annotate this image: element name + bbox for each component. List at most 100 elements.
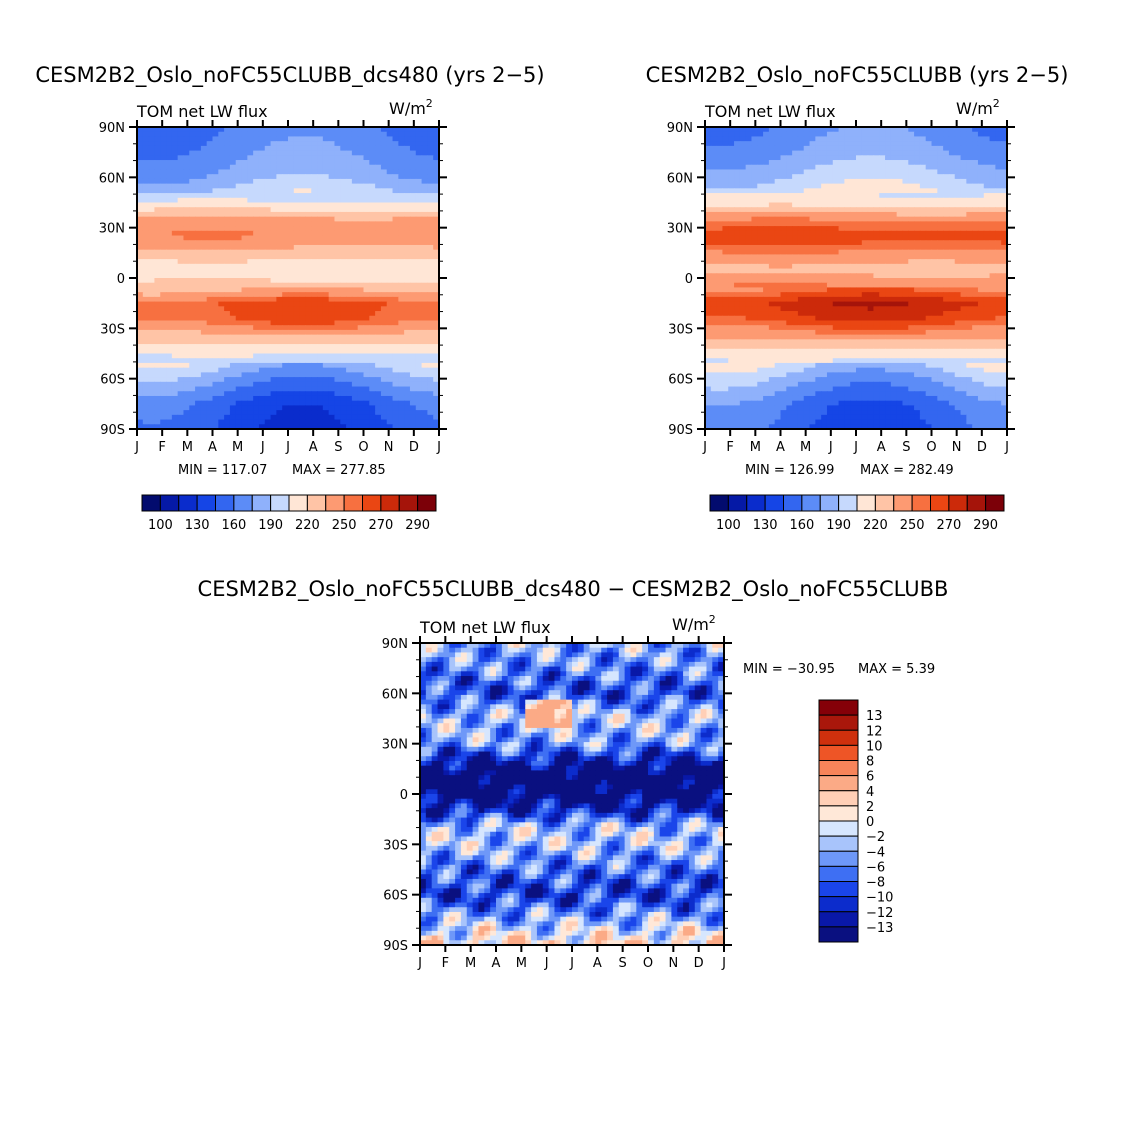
contour-cell <box>1001 197 1008 204</box>
contour-cell <box>229 178 237 185</box>
contour-cell <box>282 296 289 303</box>
contour-cell <box>200 344 208 350</box>
contour-cell <box>177 183 185 189</box>
contour-cell <box>838 230 845 237</box>
contour-cell <box>861 131 869 138</box>
contour-cell <box>792 145 799 152</box>
contour-cell <box>404 202 411 208</box>
contour-cell <box>716 259 724 265</box>
colorbar-label: 160 <box>221 518 246 533</box>
contour-cell <box>386 395 394 402</box>
contour-cell <box>247 287 254 293</box>
contour-cell <box>745 174 753 180</box>
contour-cell <box>914 150 921 156</box>
contour-cell <box>739 211 747 218</box>
contour-cell <box>357 202 365 208</box>
contour-cell <box>142 254 150 260</box>
contour-cell <box>328 197 336 204</box>
contour-cell <box>925 145 933 152</box>
contour-cell <box>288 169 295 175</box>
contour-cell <box>299 249 307 256</box>
contour-cell <box>299 405 307 411</box>
contour-cell <box>392 193 399 199</box>
contour-cell <box>768 136 776 142</box>
contour-cell <box>224 296 231 303</box>
contour-cell <box>768 155 776 161</box>
contour-cell <box>890 145 898 152</box>
contour-cell <box>177 282 185 289</box>
contour-cell <box>821 263 828 270</box>
contour-cell <box>919 216 927 222</box>
contour-cell <box>177 410 185 416</box>
contour-cell <box>148 339 156 345</box>
contour-cell <box>357 145 365 152</box>
contour-cell <box>398 150 405 156</box>
contour-cell <box>183 301 190 307</box>
contour-cell <box>357 268 365 274</box>
contour-cell <box>931 127 938 133</box>
contour-cell <box>160 391 167 397</box>
contour-cell <box>734 259 741 265</box>
contour-cell <box>258 367 266 373</box>
contour-cell <box>398 169 405 175</box>
contour-cell <box>966 169 973 175</box>
contour-cell <box>137 405 144 411</box>
contour-cell <box>844 211 851 218</box>
contour-cell <box>902 164 909 171</box>
contour-cell <box>276 249 283 256</box>
contour-cell <box>270 301 277 307</box>
contour-cell <box>137 249 144 256</box>
contour-cell <box>328 249 336 256</box>
contour-cell <box>392 419 399 425</box>
contour-cell <box>264 296 272 303</box>
contour-cell <box>200 188 208 194</box>
contour-cell <box>212 240 219 246</box>
contour-cell <box>369 169 376 175</box>
contour-cell <box>398 254 405 260</box>
contour-cell <box>317 263 324 270</box>
contour-cell <box>351 381 359 388</box>
contour-cell <box>206 386 214 392</box>
contour-cell <box>276 344 283 350</box>
contour-cell <box>937 244 944 251</box>
contour-cell <box>780 183 787 189</box>
contour-cell <box>142 230 150 237</box>
contour-cell <box>768 244 776 251</box>
contour-cell <box>716 183 724 189</box>
contour-cell <box>763 263 770 270</box>
contour-cell <box>380 414 388 421</box>
contour-cell <box>943 131 950 138</box>
contour-cell <box>363 235 370 241</box>
contour-cell <box>745 188 753 194</box>
contour-cell <box>334 353 341 359</box>
contour-cell <box>247 174 254 180</box>
contour-cell <box>293 155 301 161</box>
contour-cell <box>299 259 307 265</box>
contour-cell <box>142 244 150 251</box>
contour-cell <box>925 211 933 218</box>
contour-cell <box>212 334 219 340</box>
contour-cell <box>148 230 156 237</box>
contour-cell <box>148 240 156 246</box>
contour-cell <box>960 207 967 213</box>
contour-cell <box>293 263 301 270</box>
contour-cell <box>415 235 423 241</box>
contour-cell <box>433 358 440 364</box>
contour-cell <box>803 145 811 152</box>
contour-cell <box>415 353 423 359</box>
contour-cell <box>334 254 341 260</box>
contour-cell <box>757 193 764 199</box>
contour-cell <box>160 197 167 204</box>
contour-cell <box>763 211 770 218</box>
contour-cell <box>212 377 219 383</box>
contour-cell <box>166 282 173 289</box>
contour-cell <box>409 287 417 293</box>
contour-cell <box>398 395 405 402</box>
contour-cell <box>224 395 231 402</box>
contour-cell <box>288 244 295 251</box>
contour-cell <box>890 240 898 246</box>
contour-cell <box>427 174 434 180</box>
contour-cell <box>200 259 208 265</box>
contour-cell <box>728 141 735 147</box>
contour-cell <box>902 193 909 199</box>
